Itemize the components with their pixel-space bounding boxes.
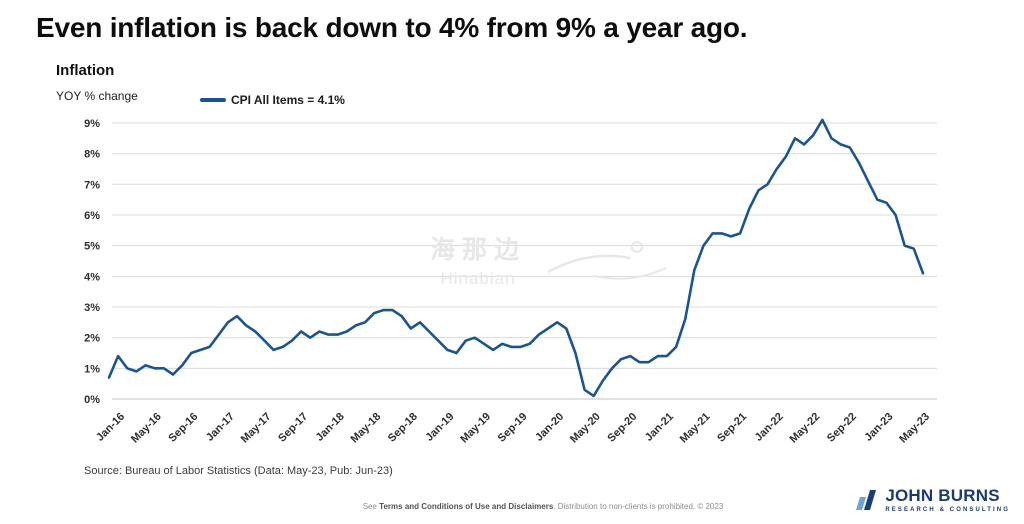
x-tick-label: May-20	[568, 411, 603, 446]
x-tick-label: Sep-16	[166, 411, 200, 445]
terms-and-conditions-link[interactable]: Terms and Conditions of Use and Disclaim…	[379, 502, 554, 511]
x-tick-label: Sep-20	[605, 411, 639, 445]
x-tick-label: May-23	[897, 411, 932, 446]
x-tick-label: May-17	[239, 411, 274, 446]
x-tick-label: Sep-18	[386, 411, 420, 445]
y-tick-label: 5%	[84, 241, 100, 253]
footer-suffix: . Distribution to non-clients is prohibi…	[553, 502, 724, 511]
x-tick-label: Jan-20	[533, 411, 566, 444]
x-tick-label: May-21	[678, 411, 713, 446]
logo-subtitle: RESEARCH & CONSULTING	[885, 507, 1010, 513]
x-tick-label: Jan-19	[423, 411, 456, 444]
y-tick-label: 7%	[84, 179, 100, 191]
cpi-series-line	[107, 118, 925, 398]
x-tick-label: Jan-23	[862, 411, 895, 444]
x-tick-label: May-18	[348, 411, 383, 446]
y-tick-label: 3%	[84, 302, 100, 314]
page-title: Even inflation is back down to 4% from 9…	[36, 12, 748, 43]
chart-legend: CPI All Items = 4.1%	[200, 93, 345, 107]
x-tick-label: May-16	[129, 411, 164, 446]
y-tick-label: 2%	[84, 333, 100, 345]
x-tick-label: Jan-22	[753, 411, 786, 444]
y-tick-label: 8%	[84, 149, 100, 161]
x-tick-label: Jan-16	[94, 411, 127, 444]
legend-line-swatch-icon	[200, 98, 226, 102]
x-tick-label: Jan-17	[204, 411, 237, 444]
y-tick-label: 4%	[84, 271, 100, 283]
cpi-line-chart: 0%1%2%3%4%5%6%7%8%9%Jan-16 May-16 Sep-16 Ja…	[84, 118, 937, 446]
chart-title: Inflation	[56, 62, 115, 79]
x-tick-label: Sep-21	[715, 411, 749, 445]
y-tick-label: 0%	[84, 394, 100, 406]
x-tick-label: Jan-18	[314, 411, 347, 444]
footer-disclaimer: See Terms and Conditions of Use and Disc…	[0, 502, 1024, 511]
y-tick-label: 1%	[84, 363, 100, 375]
y-axis-unit-label: YOY % change	[56, 89, 138, 103]
x-tick-label: Sep-19	[496, 411, 530, 445]
legend-label: CPI All Items = 4.1%	[231, 93, 345, 107]
y-tick-label: 6%	[84, 210, 100, 222]
x-tick-label: Sep-17	[276, 411, 310, 445]
john-burns-logo: JOHN BURNS RESEARCH & CONSULTING	[852, 487, 1010, 513]
x-tick-label: May-19	[458, 411, 493, 446]
y-tick-label: 9%	[84, 118, 100, 130]
logo-slash-bars-icon	[856, 490, 877, 510]
x-tick-label: Sep-22	[825, 411, 859, 445]
x-tick-label: Jan-21	[643, 411, 676, 444]
x-tick-label: May-22	[788, 411, 823, 446]
source-note: Source: Bureau of Labor Statistics (Data…	[84, 465, 393, 477]
footer-prefix: See	[362, 502, 380, 511]
logo-name: JOHN BURNS	[885, 486, 1000, 505]
